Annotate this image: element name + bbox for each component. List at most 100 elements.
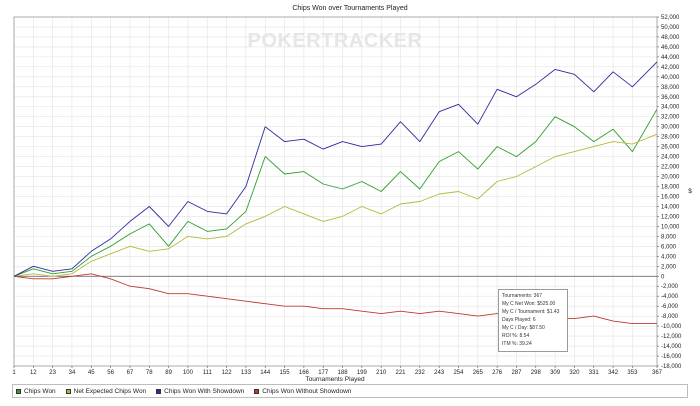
x-tick-label: 177 [318,370,329,376]
stats-tooltip: Tournaments: 367 My C Net Won: $525.00 M… [498,289,568,352]
x-tick-label: 232 [415,370,426,376]
y-tick-label: 52,000 [661,15,680,21]
y-tick-label: 4,000 [661,254,677,260]
y-tick-label: -4,000 [661,294,679,300]
y-tick-label: -2,000 [661,284,679,290]
y-tick-label: 8,000 [661,234,677,240]
x-tick-label: 254 [453,370,464,376]
legend-swatch-net-expected [65,388,71,394]
y-tick-label: 38,000 [661,85,680,91]
y-tick-label: 30,000 [661,125,680,131]
y-tick-label: -10,000 [661,324,682,330]
y-tick-label: -18,000 [661,364,682,370]
x-tick-label: 23 [49,370,56,376]
x-tick-label: 166 [299,370,310,376]
x-tick-label: 199 [357,370,368,376]
x-tick-label: 122 [222,370,233,376]
y-tick-label: 20,000 [661,175,680,181]
y-tick-label: -6,000 [661,304,679,310]
x-tick-label: 210 [376,370,387,376]
y-tick-label: 42,000 [661,65,680,71]
y-tick-label: 10,000 [661,224,680,230]
x-tick-label: 67 [127,370,134,376]
x-tick-label: 243 [434,370,445,376]
x-tick-label: 265 [473,370,484,376]
x-tick-label: 78 [146,370,153,376]
y-tick-label: -14,000 [661,344,682,350]
y-tick-label: 40,000 [661,75,680,81]
legend-item-net-expected[interactable]: Net Expected Chips Won [65,387,147,395]
tooltip-line: My C / Tournament: $1.43 [502,309,560,315]
y-tick-label: 50,000 [661,25,680,31]
x-tick-label: 155 [280,370,291,376]
x-tick-label: 111 [203,370,213,376]
legend-label: Chips Won Without Showdown [262,387,352,395]
y-tick-label: 22,000 [661,165,680,171]
x-tick-label: 331 [589,370,600,376]
plot-area-border [13,16,658,367]
x-tick-label: 188 [338,370,349,376]
x-tick-label: 276 [492,370,503,376]
y-tick-label: -12,000 [661,334,682,340]
tooltip-line: Tournaments: 367 [502,293,543,299]
tooltip-line: My C Net Won: $525.00 [502,301,556,307]
y-tick-label: 46,000 [661,45,680,51]
y-tick-label: 32,000 [661,115,680,121]
legend-label: Net Expected Chips Won [73,387,147,395]
y-tick-label: 12,000 [661,214,680,220]
y-tick-label: -16,000 [661,354,682,360]
legend-item-with-showdown[interactable]: Chips Won With Showdown [156,388,244,395]
tooltip-line: My C / Day: $87.50 [502,325,545,331]
y-tick-label: 44,000 [661,55,680,61]
y-tick-label: 34,000 [661,105,680,111]
x-tick-label: 100 [183,370,194,376]
x-tick-label: 309 [550,370,561,376]
x-tick-label: 144 [260,370,271,376]
legend-item-chips-won[interactable]: Chips Won [16,388,56,395]
y-tick-label: 48,000 [661,35,680,41]
series-line-1 [13,133,658,277]
y-tick-label: 28,000 [661,135,680,141]
y-tick-label: 14,000 [661,204,680,210]
x-tick-label: 342 [608,370,619,376]
legend-swatch-without-showdown [254,388,260,394]
x-axis-ticks: 1 12 23 34 45 56 67 78 89 100 111 122 133 144 155 166 17… [12,366,663,376]
y-tick-label: 0 [661,274,665,280]
y-tick-label: 36,000 [661,95,680,101]
y-axis-ticks: 52,000 50,000 48,000 46,000 44,000 42,000 40,0… [657,15,682,370]
x-tick-label: 221 [395,370,406,376]
tooltip-line: ITM %: 39.24 [502,341,532,347]
x-tick-label: 353 [627,370,638,376]
legend-label: Chips Won With Showdown [164,387,245,395]
x-tick-label: 45 [88,370,95,376]
y-tick-label: -8,000 [661,314,679,320]
x-tick-label: 133 [241,370,252,376]
x-tick-label: 298 [531,370,542,376]
y-tick-label: 18,000 [661,185,680,191]
watermark: POKERTRACKER [248,30,423,52]
y-axis-label: $ [688,188,692,195]
legend-item-without-showdown[interactable]: Chips Won Without Showdown [254,388,351,395]
series-line-2 [13,61,658,277]
chart-title: Chips Won over Tournaments Played [292,5,407,12]
series-line-0 [13,108,658,277]
y-tick-label: 26,000 [661,145,680,151]
x-tick-label: 89 [165,370,172,376]
x-tick-label: 56 [107,370,114,376]
tooltip-line: ROI %: 8.54 [502,333,530,339]
x-tick-label: 367 [652,370,663,376]
chart-legend: Chips Won Net Expected Chips Won Chips W… [12,384,688,398]
x-tick-label: 1 [12,370,16,376]
x-axis-label: Tournaments Played [305,376,365,383]
legend-swatch-with-showdown [156,388,162,394]
tooltip-line: Days Played: 6 [502,317,536,323]
x-tick-label: 287 [511,370,522,376]
x-tick-label: 12 [30,370,37,376]
x-tick-label: 320 [569,370,580,376]
y-tick-label: 16,000 [661,194,680,200]
y-tick-label: 2,000 [661,264,677,270]
y-tick-label: 24,000 [661,155,680,161]
x-tick-label: 34 [69,370,76,376]
